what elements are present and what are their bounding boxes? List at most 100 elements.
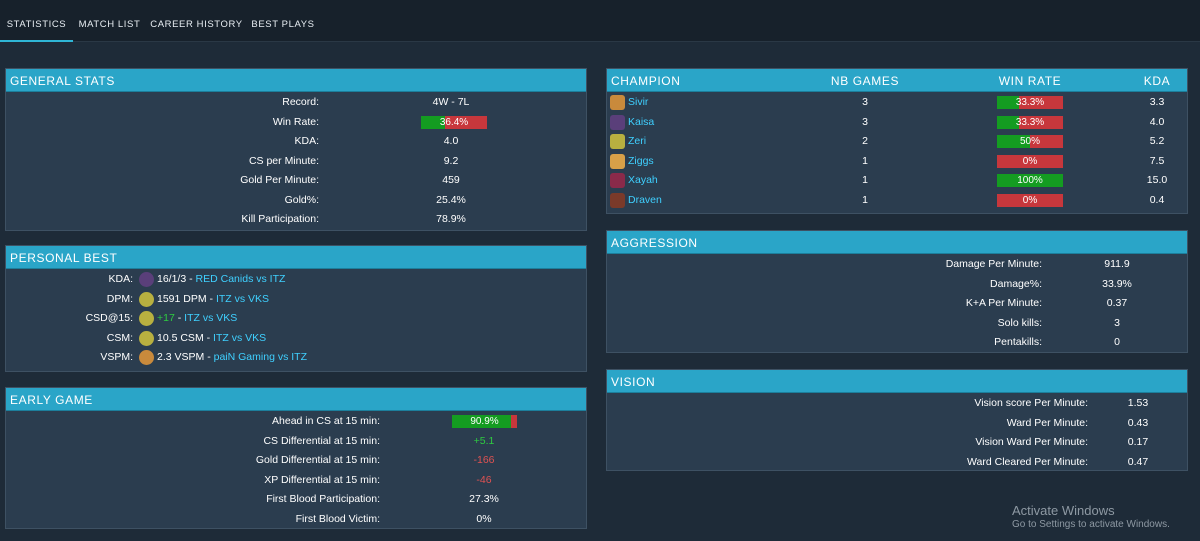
cspm-value: 9.2 — [443, 154, 459, 167]
kp-label: Kill Participation: — [241, 213, 319, 225]
kp-row: Kill Participation: 78.9% — [6, 210, 586, 230]
pb-dpm-label: DPM: — [106, 292, 133, 305]
goldpct-row: Gold%: 25.4% — [6, 191, 586, 211]
table-row: Sivir 3 33.3% 3.3 — [607, 93, 1187, 113]
kaisa-icon — [610, 114, 625, 130]
activate-windows-subtitle: Go to Settings to activate Windows. — [1012, 519, 1170, 530]
col-champion[interactable]: CHAMPION — [611, 74, 681, 88]
pb-vspm-value: 2.3 VSPM — [157, 351, 205, 363]
tab-statistics[interactable]: STATISTICS — [0, 0, 73, 42]
pb-kda-sep: - — [186, 273, 196, 285]
agg-solo-label: Solo kills: — [997, 316, 1042, 329]
fbv-label: First Blood Victim: — [295, 512, 380, 525]
col-kda[interactable]: KDA — [1143, 74, 1171, 88]
pb-csm-match-link[interactable]: ITZ vs VKS — [213, 331, 267, 344]
pb-csm-label: CSM: — [106, 331, 133, 344]
agg-penta-value: 0 — [1114, 336, 1120, 348]
games-cell: 3 — [862, 115, 868, 128]
xpd-row: XP Differential at 15 min: -46 — [6, 471, 586, 491]
kda-row: KDA: 4.0 — [6, 132, 586, 152]
vis-wpm-value: 0.43 — [1127, 416, 1149, 429]
tab-match-list[interactable]: MATCH LIST — [78, 19, 141, 30]
vis-vwpm-row: Vision Ward Per Minute: 0.17 — [607, 433, 1187, 453]
record-value: 4W - 7L — [432, 96, 470, 108]
agg-dpm-label: Damage Per Minute: — [945, 258, 1042, 270]
winrate-bar-fill — [421, 115, 446, 129]
games-cell: 1 — [862, 174, 868, 186]
winrate-cell: 0% — [1022, 194, 1038, 206]
winrate-bar: 0% — [997, 154, 1063, 168]
pb-kda-match-link[interactable]: RED Canids vs ITZ — [195, 273, 286, 285]
tab-best-plays[interactable]: BEST PLAYS — [251, 19, 315, 30]
champion-name-link[interactable]: Kaisa — [628, 115, 655, 128]
ahead-cs-value: 90.9% — [470, 416, 499, 427]
agg-dmgpct-value: 33.9% — [1102, 277, 1132, 290]
zeri-icon — [139, 311, 154, 326]
kda-label: KDA: — [294, 135, 319, 147]
agg-penta-label: Pentakills: — [994, 336, 1042, 348]
pb-dpm-match-link[interactable]: ITZ vs VKS — [215, 292, 270, 305]
aggression-panel: AGGRESSION Damage Per Minute: 911.9 Dama… — [606, 230, 1188, 353]
pb-csd-sep: - — [174, 312, 185, 324]
winrate-cell: 33.3% — [1015, 97, 1045, 108]
vis-wpm-label: Ward Per Minute: — [1006, 416, 1088, 429]
pb-csd-match-link[interactable]: ITZ vs VKS — [184, 312, 238, 324]
pb-kda-value: 16/1/3 — [157, 273, 187, 285]
col-nb-games[interactable]: NB GAMES — [830, 74, 900, 88]
goldpct-label: Gold%: — [284, 193, 319, 206]
vis-vspm-label: Vision score Per Minute: — [974, 397, 1088, 409]
champion-name-link[interactable]: Ziggs — [628, 154, 654, 167]
agg-kapm-row: K+A Per Minute: 0.37 — [607, 294, 1187, 314]
agg-kapm-label: K+A Per Minute: — [965, 297, 1042, 309]
draven-icon — [610, 192, 625, 208]
pb-kda-label: KDA: — [108, 273, 133, 285]
kda-cell: 4.0 — [1149, 115, 1165, 128]
xpd-label: XP Differential at 15 min: — [264, 473, 380, 486]
fbp-row: First Blood Participation: 27.3% — [6, 490, 586, 510]
agg-dpm-row: Damage Per Minute: 911.9 — [607, 255, 1187, 275]
winrate-bar: 50% — [997, 135, 1063, 148]
pb-dpm-value: 1591 DPM — [157, 292, 207, 305]
winrate-bar-fill — [997, 115, 1019, 129]
xpd-value: -46 — [476, 473, 492, 486]
tab-career-history[interactable]: CAREER HISTORY — [150, 19, 243, 30]
agg-penta-row: Pentakills: 0 — [607, 333, 1187, 353]
games-cell: 1 — [862, 154, 868, 167]
cspm-label: CS per Minute: — [248, 154, 319, 167]
kaisa-icon — [139, 272, 154, 287]
champion-table-panel: CHAMPION NB GAMES WIN RATE KDA Sivir 3 3… — [606, 68, 1188, 214]
personal-best-title: PERSONAL BEST — [6, 246, 586, 269]
early-game-title: EARLY GAME — [6, 388, 586, 411]
vision-panel: VISION Vision score Per Minute: 1.53 War… — [606, 369, 1188, 471]
games-cell: 1 — [862, 193, 868, 206]
kda-cell: 3.3 — [1149, 96, 1165, 108]
table-row: Draven 1 0% 0.4 — [607, 191, 1187, 211]
pb-csm-sep: - — [203, 331, 214, 344]
agg-dmgpct-row: Damage%: 33.9% — [607, 275, 1187, 295]
kda-cell: 7.5 — [1149, 154, 1165, 167]
cspm-row: CS per Minute: 9.2 — [6, 152, 586, 172]
winrate-bar-fill — [997, 96, 1019, 109]
aggression-title: AGGRESSION — [607, 231, 1187, 254]
table-row: Ziggs 1 0% 7.5 — [607, 152, 1187, 172]
agg-dpm-value: 911.9 — [1104, 258, 1130, 270]
champion-name-link[interactable]: Xayah — [628, 174, 658, 186]
fbp-value: 27.3% — [469, 493, 499, 505]
champion-name-link[interactable]: Sivir — [628, 96, 649, 108]
champion-name-link[interactable]: Zeri — [628, 135, 647, 147]
champion-name-link[interactable]: Draven — [628, 193, 662, 206]
winrate-cell: 33.3% — [1015, 116, 1045, 128]
pb-vspm-match-link[interactable]: paiN Gaming vs ITZ — [213, 351, 307, 363]
col-win-rate[interactable]: WIN RATE — [998, 74, 1062, 88]
top-nav: STATISTICS MATCH LIST CAREER HISTORY BES… — [0, 0, 1200, 42]
winrate-bar-fill — [997, 174, 1063, 187]
gpm-label: Gold Per Minute: — [240, 174, 319, 186]
ahead-cs-bar: 90.9% — [452, 415, 517, 428]
vis-wcpm-value: 0.47 — [1127, 455, 1149, 468]
winrate-value: 36.4% — [439, 116, 469, 128]
fbv-value: 0% — [476, 512, 492, 525]
personal-best-panel: PERSONAL BEST KDA: 16/1/3 - RED Canids v… — [5, 245, 587, 372]
kda-value: 4.0 — [443, 135, 459, 147]
winrate-bar: 33.3% — [997, 96, 1063, 109]
pb-csm-text: 10.5 CSM - ITZ vs VKS — [157, 329, 266, 349]
